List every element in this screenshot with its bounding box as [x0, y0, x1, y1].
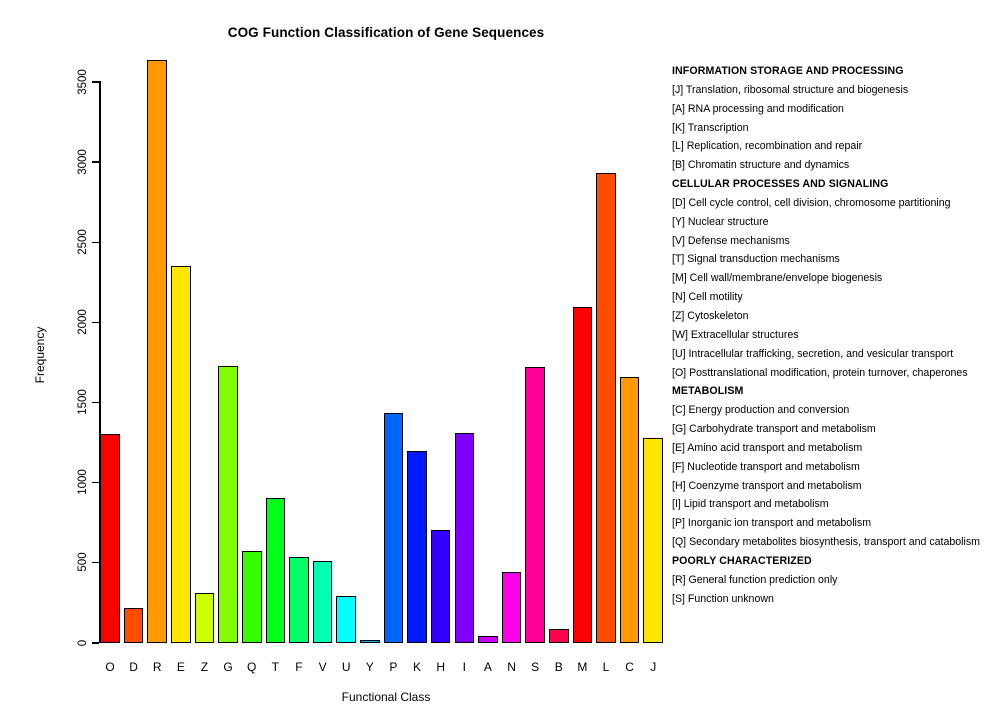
y-axis-line: [99, 81, 101, 644]
x-tick-label-U: U: [341, 660, 351, 674]
y-tick-label-text: 1000: [77, 469, 89, 496]
legend-section-header: CELLULAR PROCESSES AND SIGNALING: [672, 178, 889, 191]
x-tick-label-O: O: [105, 660, 115, 674]
bar-B: [548, 629, 569, 643]
bar-A: [478, 635, 498, 643]
x-axis-title: Functional Class: [341, 690, 431, 704]
x-tick-label-L: L: [602, 660, 610, 674]
legend-item: [N] Cell motility: [672, 291, 743, 304]
y-axis-tick: [92, 561, 99, 564]
legend-item: [U] Intracellular trafficking, secretion…: [672, 347, 954, 360]
x-tick-label-M: M: [577, 660, 588, 674]
bar-L: [596, 172, 616, 643]
y-axis-tick: [92, 241, 99, 243]
legend-item: [E] Amino acid transport and metabolism: [672, 441, 863, 454]
legend-item: [D] Cell cycle control, cell division, c…: [672, 196, 951, 209]
x-tick-label-F: F: [295, 660, 303, 674]
x-tick-label-I: I: [462, 660, 466, 674]
legend-section-header: INFORMATION STORAGE AND PROCESSING: [672, 65, 904, 77]
legend-item: [B] Chromatin structure and dynamics: [672, 159, 850, 172]
legend-item: [V] Defense mechanisms: [672, 234, 790, 247]
x-tick-label-E: E: [176, 660, 185, 674]
bar-P: [383, 412, 404, 643]
legend-item: [Y] Nuclear structure: [672, 215, 769, 228]
y-axis-tick: [92, 81, 99, 83]
bar-Y: [360, 639, 380, 643]
bar-M: [572, 307, 593, 643]
legend-item: [H] Coenzyme transport and metabolism: [672, 479, 862, 492]
y-tick-label-text: 500: [77, 552, 89, 572]
bar-U: [336, 595, 356, 643]
y-tick-label-text: 3000: [77, 149, 89, 175]
bar-Q: [241, 550, 262, 643]
x-tick-label-Y: Y: [365, 660, 374, 674]
x-tick-label-P: P: [389, 660, 398, 674]
legend-item: [A] RNA processing and modification: [672, 102, 844, 115]
x-tick-label-Q: Q: [247, 660, 257, 674]
x-tick-label-D: D: [129, 660, 138, 674]
legend-item: [Q] Secondary metabolites biosynthesis, …: [672, 536, 980, 549]
legend-panel: INFORMATION STORAGE AND PROCESSING [J] Tr…: [672, 62, 992, 608]
legend-item: [S] Function unknown: [672, 592, 774, 605]
legend-item: [K] Transcription: [672, 121, 749, 134]
x-tick-label-Z: Z: [200, 660, 209, 674]
legend-item: [C] Energy production and conversion: [672, 404, 850, 417]
bar-F: [289, 557, 309, 643]
legend-item: [J] Translation, ribosomal structure and…: [672, 83, 909, 96]
bar-C: [619, 376, 640, 643]
legend-item: [O] Posttranslational modification, prot…: [672, 366, 968, 379]
legend-section-header: METABOLISM: [672, 385, 744, 398]
y-tick-label-text: 0: [77, 639, 89, 646]
legend-item: [M] Cell wall/membrane/envelope biogenes…: [672, 272, 883, 285]
bar-J: [643, 437, 664, 643]
legend-item: [W] Extracellular structures: [672, 328, 799, 341]
legend-item: [I] Lipid transport and metabolism: [672, 498, 829, 511]
legend-item: [R] General function prediction only: [672, 573, 838, 586]
x-tick-label-B: B: [554, 660, 563, 674]
x-tick-label-C: C: [625, 660, 634, 674]
y-axis-tick: [92, 642, 99, 644]
bar-G: [218, 365, 238, 643]
y-axis-tick: [92, 401, 99, 404]
legend-item: [F] Nucleotide transport and metabolism: [672, 460, 860, 473]
x-tick-label-S: S: [531, 660, 540, 674]
bar-E: [171, 265, 191, 643]
legend-item: [L] Replication, recombination and repai…: [672, 140, 863, 153]
y-tick-label-text: 2000: [77, 309, 89, 335]
y-tick-label-text: 2500: [77, 229, 89, 255]
chart-title: COG Function Classification of Gene Sequ…: [227, 25, 545, 40]
x-tick-label-V: V: [318, 660, 327, 674]
x-tick-label-H: H: [436, 660, 446, 674]
x-tick-label-G: G: [223, 660, 233, 674]
y-axis-title-text: Frequency: [33, 326, 47, 384]
y-axis-tick: [92, 481, 99, 484]
bar-R: [147, 60, 168, 643]
bar-V: [312, 561, 333, 643]
bar-D: [123, 608, 144, 643]
legend-item: [P] Inorganic ion transport and metaboli…: [672, 517, 872, 530]
bar-N: [501, 571, 522, 643]
legend-item: [Z] Cytoskeleton: [672, 309, 749, 322]
y-axis-tick: [92, 321, 99, 324]
x-tick-label-T: T: [271, 660, 279, 674]
x-tick-label-K: K: [413, 660, 422, 674]
legend-item: [G] Carbohydrate transport and metabolis…: [672, 423, 876, 436]
y-tick-label-text: 3500: [77, 69, 89, 95]
bar-I: [454, 432, 475, 643]
bar-S: [525, 367, 545, 643]
bar-O: [100, 433, 120, 643]
bar-H: [430, 529, 451, 643]
y-tick-label-text: 1500: [77, 389, 89, 415]
bar-Z: [194, 593, 215, 643]
x-tick-label-R: R: [152, 660, 162, 674]
x-tick-label-N: N: [507, 660, 516, 674]
x-tick-label-A: A: [483, 660, 492, 674]
bar-K: [407, 451, 427, 643]
x-tick-label-J: J: [650, 660, 657, 674]
bar-T: [265, 497, 286, 643]
legend-section-header: POORLY CHARACTERIZED: [672, 554, 812, 567]
y-axis-tick: [92, 161, 99, 163]
legend-item: [T] Signal transduction mechanisms: [672, 253, 840, 266]
